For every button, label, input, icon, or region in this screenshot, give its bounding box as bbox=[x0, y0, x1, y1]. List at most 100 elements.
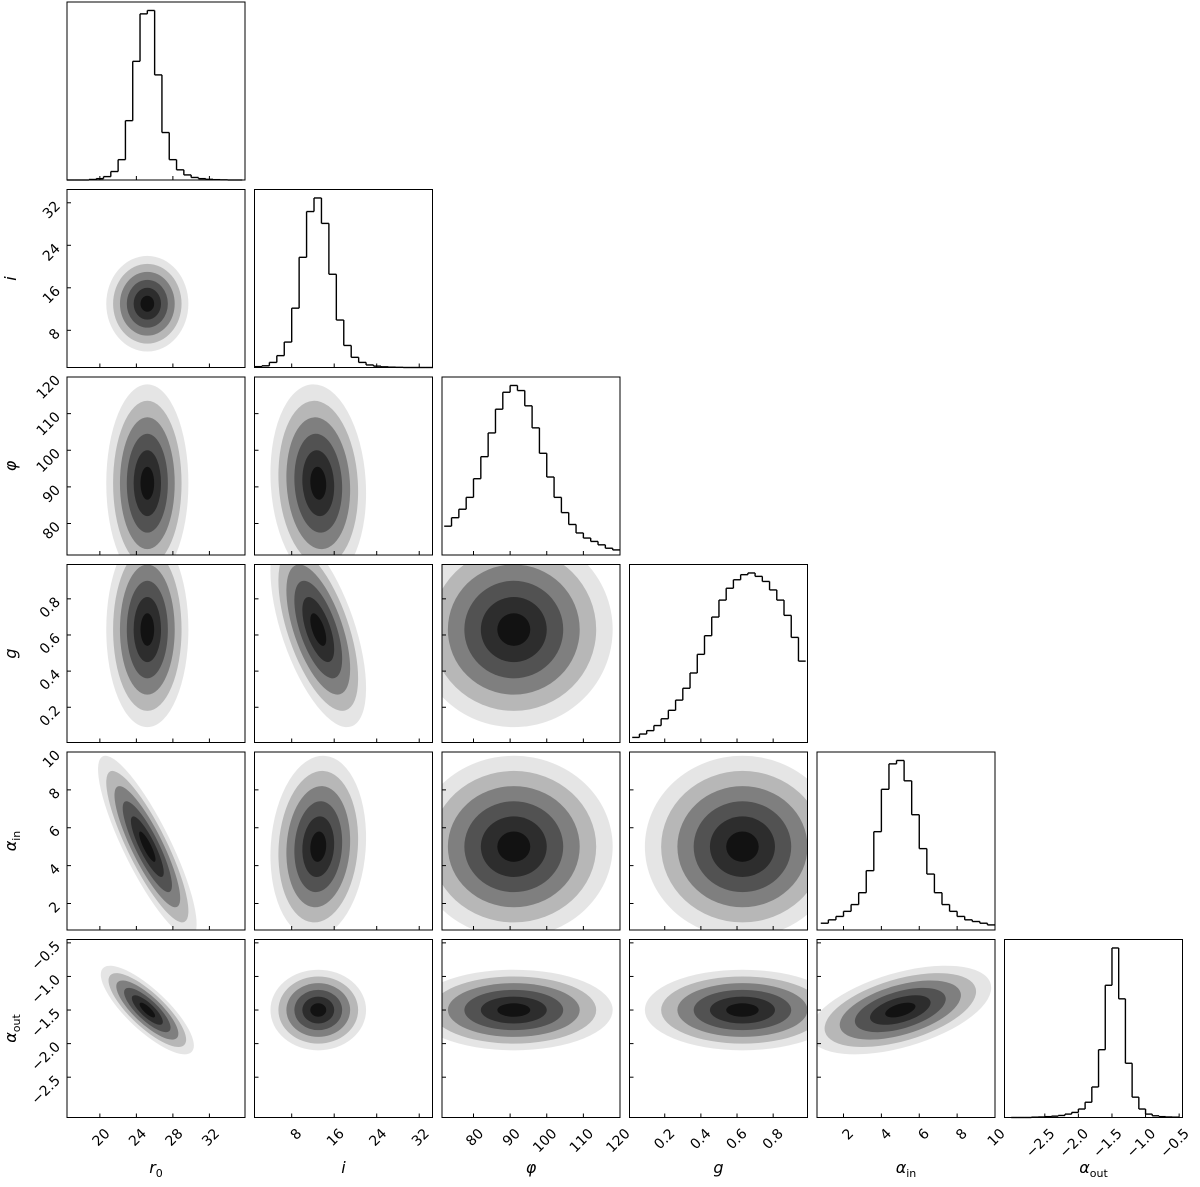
y-tick-label: 8 bbox=[46, 326, 64, 344]
density bbox=[442, 969, 613, 1051]
y-tick-label: −2.5 bbox=[28, 1073, 63, 1108]
x-tick-label: 8 bbox=[953, 1126, 971, 1144]
x-tick-label: 32 bbox=[409, 1126, 433, 1150]
x-tick-label: 110 bbox=[567, 1126, 597, 1156]
y-tick-label: −2.0 bbox=[28, 1039, 63, 1074]
density bbox=[106, 564, 189, 728]
axis-symbol: α bbox=[1, 1032, 20, 1043]
y-tick-label: 4 bbox=[46, 861, 64, 879]
axis-label: i bbox=[341, 1158, 346, 1177]
density-level bbox=[139, 831, 156, 862]
y-tick-label: −1.0 bbox=[28, 972, 63, 1007]
density bbox=[106, 384, 189, 555]
panel-frame bbox=[66, 376, 246, 556]
x-tick-label: 6 bbox=[915, 1126, 933, 1144]
density-level bbox=[310, 1003, 327, 1017]
density-level bbox=[140, 295, 155, 312]
density bbox=[442, 564, 613, 728]
y-tick-label: 100 bbox=[34, 446, 64, 476]
density bbox=[100, 965, 194, 1055]
axis-symbol: α bbox=[896, 1158, 907, 1177]
panel-frame bbox=[441, 751, 621, 931]
x-tick-label: 4 bbox=[877, 1126, 895, 1144]
y-tick-label: 6 bbox=[46, 823, 64, 841]
density-level bbox=[885, 1002, 916, 1018]
panel-frame bbox=[66, 939, 246, 1118]
axis-subscript: in bbox=[10, 831, 23, 841]
x-tick-label: 10 bbox=[985, 1126, 1009, 1150]
y-tick-label: 120 bbox=[34, 373, 64, 403]
density-level bbox=[310, 466, 327, 500]
density-level bbox=[497, 831, 531, 862]
density-level bbox=[139, 1002, 156, 1018]
axis-symbol: α bbox=[1079, 1158, 1090, 1177]
x-tick-label: 28 bbox=[163, 1126, 187, 1150]
y-tick-label: 10 bbox=[40, 748, 64, 772]
density-level bbox=[726, 831, 759, 862]
x-tick-label: 2 bbox=[840, 1126, 858, 1144]
x-tick-label: −1.5 bbox=[1090, 1126, 1125, 1161]
x-tick-label: 0.2 bbox=[651, 1126, 678, 1153]
y-tick-label: 32 bbox=[40, 198, 64, 222]
x-tick-label: 120 bbox=[603, 1126, 633, 1156]
x-tick-label: 80 bbox=[463, 1126, 487, 1150]
x-tick-label: 0.4 bbox=[687, 1126, 714, 1153]
panel-frame bbox=[66, 564, 246, 743]
y-tick-label: −1.5 bbox=[28, 1006, 63, 1041]
x-tick-label: −2.0 bbox=[1057, 1126, 1092, 1161]
panel-frame bbox=[441, 564, 621, 743]
panel-frame bbox=[816, 939, 996, 1118]
y-tick-label: 0.6 bbox=[37, 630, 64, 657]
y-tick-label: 0.8 bbox=[37, 594, 64, 621]
panel-frame bbox=[1004, 939, 1183, 1118]
panel-frame bbox=[254, 564, 433, 743]
panel-frame bbox=[441, 376, 621, 556]
panel-frame bbox=[66, 751, 246, 931]
panel-frame bbox=[254, 751, 433, 931]
axis-subscript: in bbox=[906, 1167, 916, 1180]
axis-label: g bbox=[1, 648, 20, 658]
axis-symbol: i bbox=[341, 1158, 346, 1177]
density-level bbox=[497, 613, 531, 646]
y-tick-label: 80 bbox=[40, 519, 64, 543]
y-tick-label: 0.4 bbox=[37, 667, 64, 694]
density bbox=[270, 755, 367, 930]
axis-subscript: 0 bbox=[156, 1167, 163, 1180]
panel-frame bbox=[66, 189, 246, 368]
axis-label: αin bbox=[1, 831, 23, 852]
density-level bbox=[310, 831, 327, 862]
x-tick-label: −2.5 bbox=[1023, 1126, 1058, 1161]
panel-frame bbox=[629, 751, 808, 931]
density bbox=[442, 755, 613, 930]
axis-symbol: φ bbox=[1, 460, 20, 471]
density-level bbox=[140, 613, 155, 646]
density-level bbox=[497, 1003, 531, 1017]
panel-frame bbox=[254, 939, 433, 1118]
density bbox=[817, 965, 992, 1055]
density bbox=[106, 255, 189, 352]
x-tick-label: 0.6 bbox=[724, 1126, 751, 1153]
y-tick-label: 90 bbox=[40, 482, 64, 506]
axis-label: i bbox=[1, 276, 20, 281]
density bbox=[270, 564, 367, 728]
y-tick-label: 16 bbox=[40, 283, 64, 307]
axis-label: αout bbox=[1, 1014, 23, 1043]
axis-label: αout bbox=[1079, 1158, 1108, 1180]
x-tick-label: 90 bbox=[500, 1126, 524, 1150]
panel-frame bbox=[441, 939, 621, 1118]
axis-symbol: g bbox=[1, 648, 20, 658]
x-tick-label: −1.0 bbox=[1124, 1126, 1159, 1161]
axis-label: αin bbox=[896, 1158, 917, 1180]
x-tick-label: 100 bbox=[530, 1126, 560, 1156]
density bbox=[644, 755, 808, 930]
y-tick-label: −0.5 bbox=[28, 938, 63, 973]
axis-symbol: φ bbox=[526, 1158, 537, 1177]
density-level bbox=[644, 755, 808, 930]
density-level bbox=[442, 564, 613, 728]
density bbox=[644, 969, 808, 1051]
axis-subscript: out bbox=[10, 1014, 23, 1033]
x-tick-label: 16 bbox=[324, 1126, 348, 1150]
axis-label: r0 bbox=[149, 1158, 163, 1180]
x-tick-label: 20 bbox=[90, 1126, 114, 1150]
